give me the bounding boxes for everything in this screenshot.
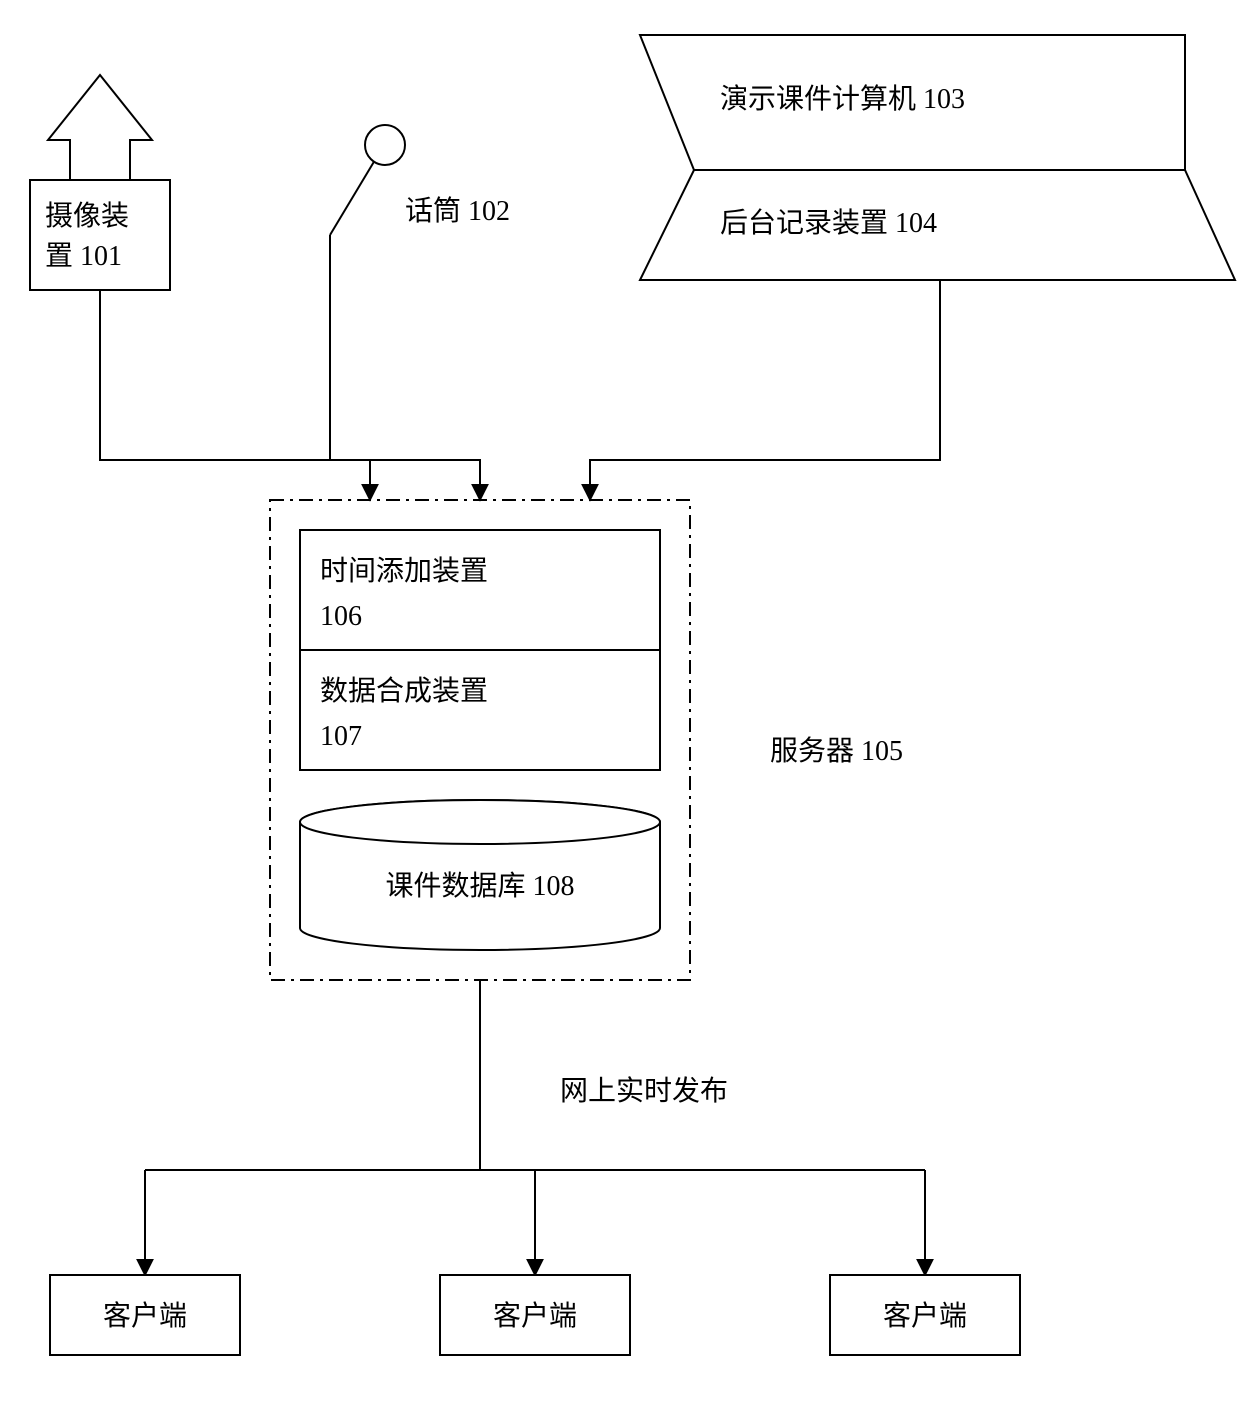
microphone-label: 话筒 102 [405,195,510,227]
camera-label-2: 置 101 [45,241,122,272]
microphone-handle [330,160,375,235]
laptop-base-label: 后台记录装置 104 [720,207,937,239]
time-adder-label-2: 106 [320,601,362,632]
client-label-0: 客户端 [103,1300,187,1332]
mic-to-server-arrow [330,235,480,500]
time-adder-label-1: 时间添加装置 [320,555,488,587]
time-adder-box [300,530,660,650]
client-label-1: 客户端 [493,1300,577,1332]
camera-arrow-icon [48,75,152,180]
data-synth-label-2: 107 [320,721,362,752]
courseware-db-label: 课件数据库 108 [385,870,574,902]
laptop-to-server-arrow [590,280,940,500]
camera-label-1: 摄像装 [45,200,129,232]
data-synth-label-1: 数据合成装置 [320,675,488,707]
publish-label: 网上实时发布 [560,1075,728,1107]
camera-box [30,180,170,290]
server-label: 服务器 105 [770,735,903,767]
courseware-db-top [300,800,660,844]
data-synth-box [300,650,660,770]
microphone-head-icon [365,125,405,165]
client-label-2: 客户端 [883,1300,967,1332]
laptop-screen-label: 演示课件计算机 103 [720,83,965,115]
